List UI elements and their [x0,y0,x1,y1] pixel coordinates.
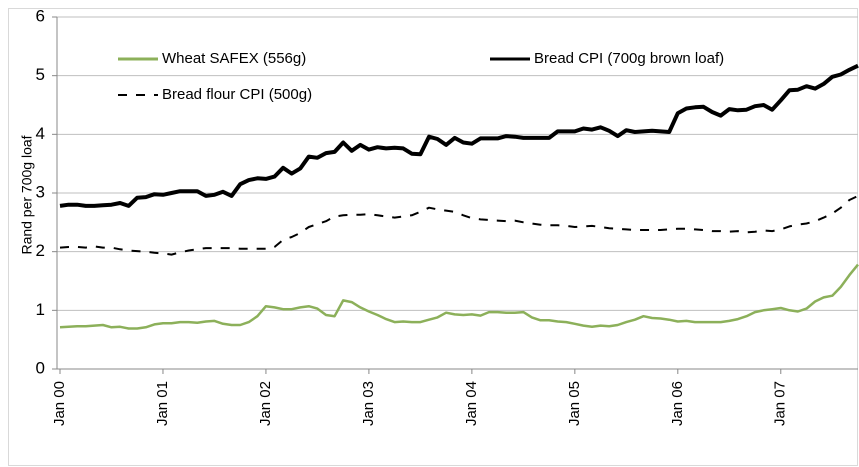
series-line [59,194,859,256]
y-tick-label: 4 [36,124,45,143]
x-tick-label: Jan 03 [360,381,377,426]
series-line [59,63,859,208]
x-tick-label: Jan 02 [257,381,274,426]
series-line [59,263,859,330]
y-tick-label: 5 [36,65,45,84]
y-tick-label: 3 [36,182,45,201]
x-tick-label: Jan 01 [154,381,171,426]
x-tick-label: Jan 00 [51,381,68,426]
x-tick-label: Jan 04 [463,381,480,426]
x-tick-label: Jan 05 [566,381,583,426]
y-tick-label: 0 [36,358,45,377]
y-tick-label: 2 [36,241,45,260]
y-axis-label: Rand per 700g loaf [19,135,35,254]
legend-label: Bread flour CPI (500g) [162,86,312,103]
legend-label: Wheat SAFEX (556g) [162,50,306,67]
x-tick-label: Jan 07 [772,381,789,426]
legend-label: Bread CPI (700g brown loaf) [534,50,724,67]
x-tick-label: Jan 06 [669,381,686,426]
y-tick-label: 6 [36,6,45,25]
y-tick-label: 1 [36,300,45,319]
chart-frame [8,8,858,466]
